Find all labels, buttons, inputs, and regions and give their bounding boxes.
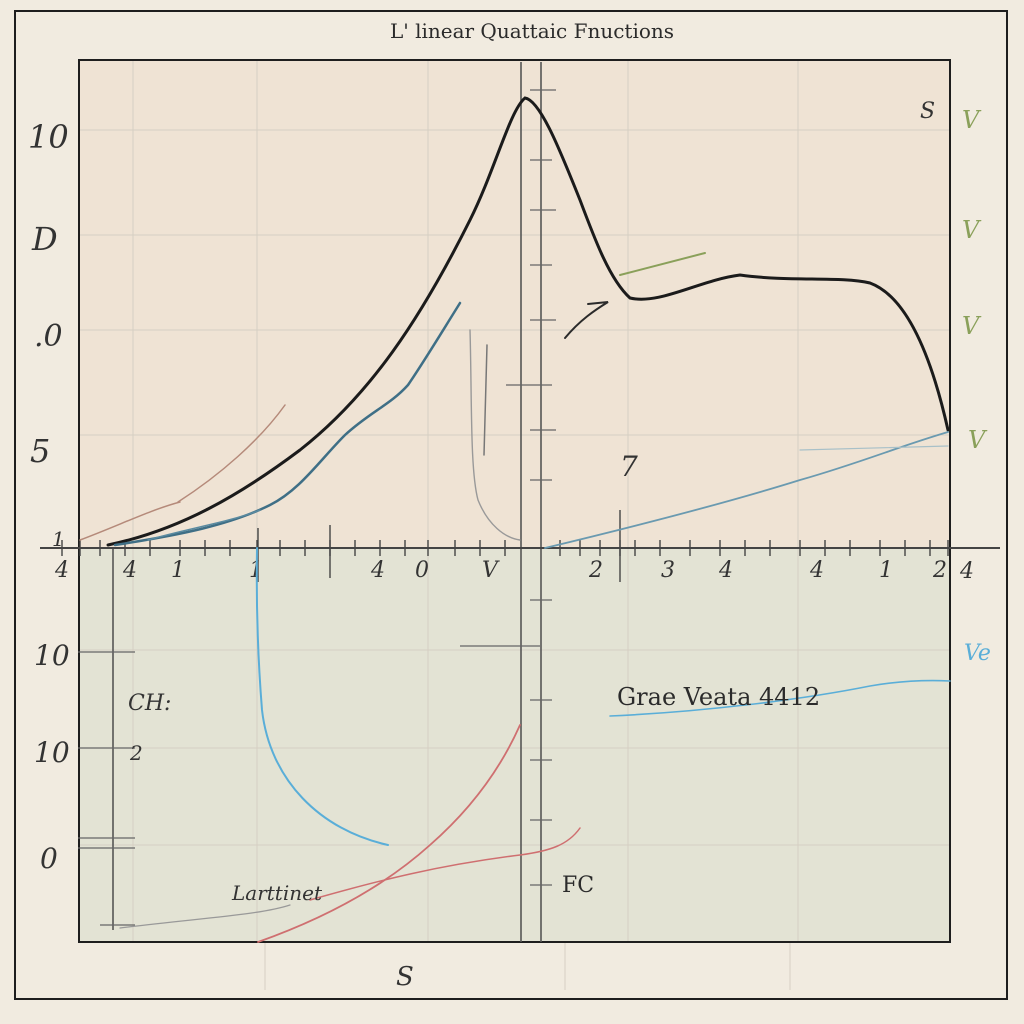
gray-curve	[483, 344, 488, 456]
fc-label: FC	[562, 873, 594, 898]
left-label-2: 2	[129, 741, 143, 765]
y-tick-label: 10	[34, 639, 70, 672]
bottom-guide-line	[119, 904, 291, 929]
teal-curve	[113, 301, 462, 547]
x-tick-label: 4	[370, 558, 385, 583]
y-axis	[112, 62, 542, 942]
y-axis-ticks	[78, 89, 556, 926]
x-tick-label: 2	[588, 558, 603, 583]
right-mark: V	[968, 426, 988, 454]
x-tick-label: 4	[718, 558, 733, 583]
x-tick-label: 1	[879, 558, 893, 583]
right-mark: V	[962, 312, 982, 340]
left-label: CH:	[128, 691, 171, 716]
x-tick-label: 4	[809, 558, 824, 583]
linear-line-2	[799, 445, 949, 451]
y-tick-labels: 10 D .0 5 1 10 10 0	[28, 118, 70, 875]
outer-frame	[14, 10, 1008, 1000]
series-lines	[79, 96, 951, 943]
brown-line-2	[177, 404, 286, 503]
brown-line	[79, 501, 181, 541]
x-tick-labels: 4 1 1 4 0 V 2 3 4 4 1 24	[54, 558, 947, 583]
chart-title: L' linear Quattaic Fnuctions	[390, 19, 674, 43]
y-tick-label: .0	[34, 319, 63, 354]
x-tick-label: 1	[171, 558, 185, 583]
right-mark: S	[920, 99, 935, 124]
plot-border	[78, 59, 951, 943]
right-mark: V	[962, 106, 982, 134]
blue-curve	[255, 547, 389, 846]
x-axis-end-label: 4	[959, 559, 974, 584]
y-tick-label: 0	[40, 842, 58, 875]
right-mark: Ve	[964, 641, 991, 666]
green-tick-line	[619, 252, 706, 276]
lower-plot-area	[79, 548, 950, 942]
gridlines	[79, 60, 950, 990]
arrow-mark	[564, 301, 609, 339]
linear-line	[544, 431, 949, 549]
red-curve	[257, 724, 521, 943]
upper-plot-area	[79, 60, 950, 548]
bottom-label: Larttinet	[231, 881, 323, 905]
graph-label: Grae Veata 4412	[617, 683, 820, 711]
black-curve	[106, 96, 950, 547]
blue-guide-line	[609, 679, 951, 717]
x-tick-label: 0	[415, 558, 429, 583]
red-curve-2	[309, 827, 581, 901]
teal-curve-2	[147, 509, 261, 541]
x-tick-label: V	[482, 558, 500, 583]
x-tick-label: 4	[54, 558, 69, 583]
x-tick-label: 2	[932, 558, 947, 583]
y-tick-label: 1	[52, 527, 65, 551]
y-tick-label: D	[31, 220, 58, 258]
y-tick-label: 10	[28, 118, 69, 156]
gray-curve-2	[469, 329, 521, 541]
footer-label: S	[396, 962, 414, 992]
x-tick-label: 3	[661, 558, 675, 583]
slash-mark: 7	[620, 450, 638, 483]
right-margin-marks: S V V V V Ve	[920, 99, 991, 666]
y-tick-label: 5	[30, 432, 50, 470]
x-tick-label: 4	[122, 558, 137, 583]
right-mark: V	[962, 216, 982, 244]
y-tick-label: 10	[34, 736, 70, 769]
